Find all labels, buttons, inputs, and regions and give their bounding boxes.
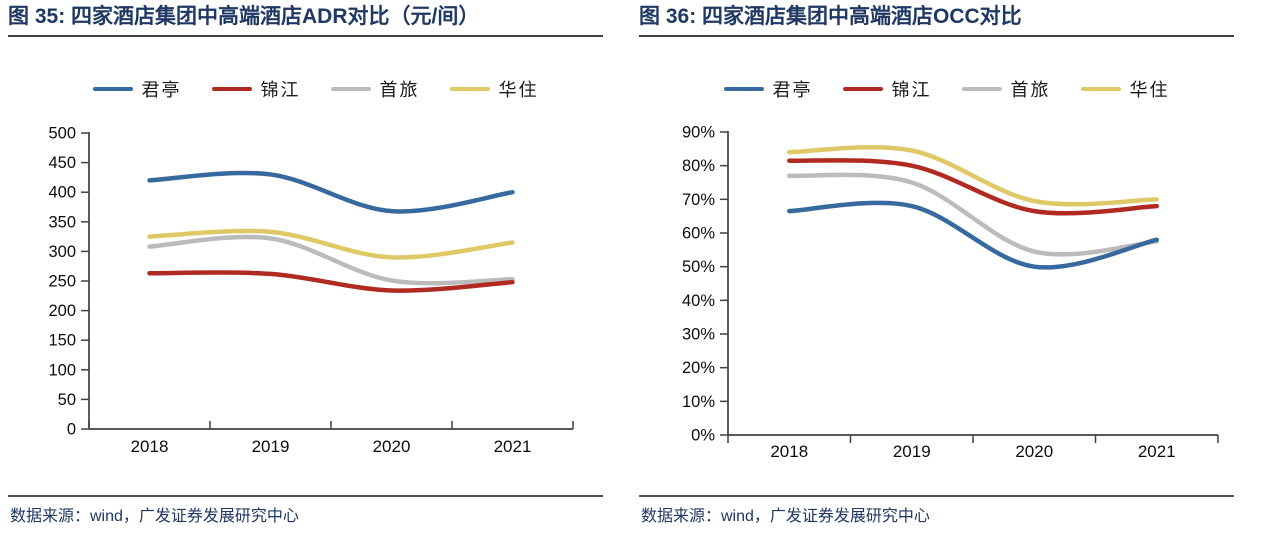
x-tick-label: 2021 bbox=[1138, 442, 1176, 461]
x-tick-label: 2021 bbox=[494, 437, 532, 456]
legend-item: 君亭 bbox=[723, 76, 813, 102]
y-tick-label: 250 bbox=[48, 273, 76, 291]
title-underline: 图 35: 四家酒店集团中高端酒店ADR对比（元/间） bbox=[8, 4, 603, 37]
x-tick-label: 2020 bbox=[373, 437, 411, 456]
y-tick-label: 300 bbox=[48, 243, 76, 261]
y-tick-label: 150 bbox=[48, 332, 76, 350]
legend-line-swatch bbox=[842, 86, 883, 92]
series-line-3 bbox=[147, 228, 515, 260]
series-line-0 bbox=[147, 170, 515, 214]
adr-line-chart: 0 50 100 150 200 250 300 350 400 450 500 2018 2019 20… bbox=[48, 125, 574, 456]
chart-legend: 君亭 锦江 首旅 华住 bbox=[631, 78, 1262, 100]
x-tick-label: 2019 bbox=[893, 442, 931, 461]
occ-chart-panel: 图 36: 四家酒店集团中高端酒店OCC对比 君亭 锦江 首旅 华住 0% 10% 20%… bbox=[631, 0, 1262, 535]
y-tick-label: 50% bbox=[682, 258, 715, 276]
x-tick-label: 2020 bbox=[1015, 442, 1053, 461]
legend-item: 君亭 bbox=[92, 76, 182, 102]
title-underline: 图 36: 四家酒店集团中高端酒店OCC对比 bbox=[639, 4, 1234, 37]
chart-title: 图 36: 四家酒店集团中高端酒店OCC对比 bbox=[639, 5, 1022, 28]
legend-item: 首旅 bbox=[961, 76, 1051, 102]
y-tick-label: 400 bbox=[48, 184, 76, 202]
legend-line-swatch bbox=[961, 86, 1002, 92]
y-tick-label: 40% bbox=[682, 292, 715, 310]
y-tick-label: 0% bbox=[691, 427, 715, 445]
x-tick-label: 2019 bbox=[252, 437, 290, 456]
y-tick-label: 500 bbox=[48, 125, 76, 143]
x-tick-label: 2018 bbox=[131, 437, 169, 456]
legend-item: 锦江 bbox=[211, 76, 301, 102]
y-tick-label: 70% bbox=[682, 191, 715, 209]
y-tick-label: 350 bbox=[48, 213, 76, 231]
series-line-3 bbox=[787, 145, 1159, 207]
footer-rule bbox=[8, 495, 603, 497]
series-line-1 bbox=[147, 270, 515, 293]
x-tick-label: 2018 bbox=[770, 442, 808, 461]
legend-label: 首旅 bbox=[1010, 80, 1051, 100]
y-tick-label: 50 bbox=[58, 391, 76, 409]
legend-label: 华住 bbox=[498, 80, 539, 100]
y-tick-label: 10% bbox=[682, 393, 715, 411]
y-tick-label: 80% bbox=[682, 157, 715, 175]
footer-rule bbox=[639, 495, 1234, 497]
y-tick-label: 100 bbox=[48, 361, 76, 379]
legend-label: 锦江 bbox=[891, 80, 932, 100]
y-tick-label: 30% bbox=[682, 326, 715, 344]
y-tick-label: 200 bbox=[48, 302, 76, 320]
legend-line-swatch bbox=[1080, 86, 1121, 92]
series-line-0 bbox=[787, 200, 1159, 270]
series-line-1 bbox=[787, 158, 1159, 216]
legend-item: 首旅 bbox=[330, 76, 420, 102]
y-tick-label: 0 bbox=[67, 421, 76, 439]
legend-line-swatch bbox=[449, 86, 490, 92]
legend-label: 首旅 bbox=[379, 80, 420, 100]
legend-item: 锦江 bbox=[842, 76, 932, 102]
adr-chart-panel: 图 35: 四家酒店集团中高端酒店ADR对比（元/间） 君亭 锦江 首旅 华住 0 50… bbox=[0, 4, 631, 525]
legend-line-swatch bbox=[330, 86, 371, 92]
legend-label: 君亭 bbox=[772, 80, 813, 100]
y-tick-label: 20% bbox=[682, 359, 715, 377]
series-line-2 bbox=[787, 172, 1159, 257]
legend-item: 华住 bbox=[1080, 76, 1170, 102]
y-tick-label: 60% bbox=[682, 225, 715, 243]
legend-line-swatch bbox=[211, 86, 252, 92]
legend-label: 锦江 bbox=[260, 80, 301, 100]
y-tick-label: 450 bbox=[48, 154, 76, 172]
occ-line-chart: 0% 10% 20% 30% 40% 50% 60% 70% 80% 90% 2018 2019 202… bbox=[682, 124, 1219, 461]
data-source: 数据来源：wind，广发证券发展研究中心 bbox=[10, 508, 299, 525]
legend-label: 华住 bbox=[1129, 80, 1170, 100]
series-line-2 bbox=[147, 234, 515, 286]
legend-line-swatch bbox=[723, 86, 764, 92]
chart-legend: 君亭 锦江 首旅 华住 bbox=[0, 78, 631, 100]
chart-title: 图 35: 四家酒店集团中高端酒店ADR对比（元/间） bbox=[8, 5, 480, 28]
legend-item: 华住 bbox=[449, 76, 539, 102]
y-tick-label: 90% bbox=[682, 124, 715, 142]
legend-label: 君亭 bbox=[141, 80, 182, 100]
legend-line-swatch bbox=[92, 86, 133, 92]
data-source: 数据来源：wind，广发证券发展研究中心 bbox=[641, 508, 930, 525]
